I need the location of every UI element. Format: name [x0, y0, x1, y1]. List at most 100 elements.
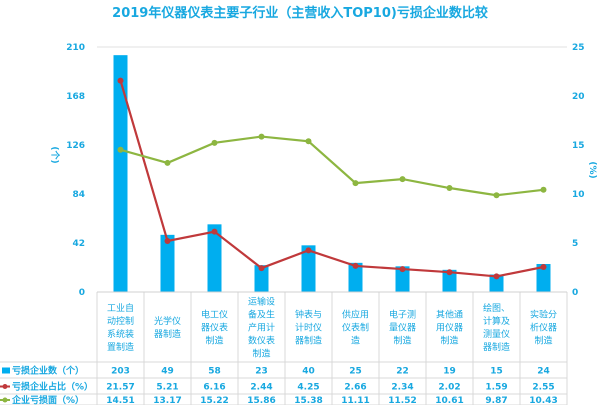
data-point	[211, 228, 218, 235]
table-cell: 11.52	[388, 396, 416, 405]
y-tick-label: 168	[66, 92, 85, 102]
category-label: 其他通	[436, 309, 463, 321]
data-point	[540, 264, 547, 271]
table-cell: 15	[490, 367, 503, 377]
category-label: 测量仪	[483, 329, 510, 340]
data-point	[352, 180, 359, 187]
category-label: 制造	[252, 348, 270, 360]
data-point	[117, 146, 124, 153]
data-point	[164, 237, 171, 244]
data-point	[211, 139, 218, 146]
table-cell: 10.43	[529, 396, 557, 405]
bar	[536, 264, 551, 292]
table-cell: 2.34	[391, 383, 413, 393]
table-cell: 2.55	[532, 383, 554, 393]
y-tick-label: 0	[79, 288, 85, 298]
bar	[442, 269, 457, 292]
table-cell: 2.66	[344, 383, 366, 393]
table-cell: 10.61	[435, 396, 463, 405]
y-tick-label: 84	[72, 190, 85, 200]
data-point	[164, 159, 171, 166]
legend-swatch-bar	[2, 367, 10, 374]
category-label: 光学仪	[154, 315, 181, 327]
category-label: 备及生	[248, 309, 275, 321]
data-point	[258, 133, 265, 140]
category-label: 造	[351, 335, 360, 347]
table-cell: 15.38	[294, 396, 322, 405]
table-cell: 11.11	[341, 396, 369, 405]
data-point	[305, 247, 312, 254]
red-series-line	[119, 80, 544, 278]
category-label: 供应用	[342, 309, 369, 321]
category-label: 制造	[205, 335, 223, 347]
table-cell: 5.21	[156, 383, 178, 393]
table-cell: 4.25	[297, 383, 319, 393]
category-label: 电子测	[389, 309, 416, 321]
bar	[348, 262, 363, 292]
data-point	[399, 176, 406, 183]
table-cell: 49	[161, 367, 174, 377]
category-label: 器制造	[295, 335, 322, 347]
chart-title: 2019年仪器仪表主要子行业（主营收入TOP10)亏损企业数比较	[112, 6, 488, 21]
category-label: 钟表与	[295, 309, 322, 321]
data-point	[258, 265, 265, 272]
table-cell: 2.02	[438, 383, 460, 393]
table-cell: 2.44	[250, 383, 272, 393]
table-cell: 24	[537, 367, 550, 377]
y2-tick-label: 15	[572, 141, 585, 151]
data-point	[493, 192, 500, 199]
table-cell: 58	[208, 367, 221, 377]
bar	[207, 224, 222, 292]
category-label: 器制造	[483, 341, 510, 353]
table-cell: 21.57	[106, 383, 134, 393]
data-point	[540, 186, 547, 193]
data-point	[305, 138, 312, 145]
table-cell: 25	[349, 367, 362, 377]
y-tick-label: 42	[72, 239, 85, 249]
category-label: 计算及	[483, 315, 510, 327]
y2-tick-label: 5	[572, 239, 578, 249]
category-label: 实验分	[530, 309, 557, 321]
y2-tick-label: 25	[572, 43, 585, 53]
category-label: 制造	[440, 335, 458, 347]
table-cell: 19	[443, 367, 456, 377]
data-point	[352, 262, 359, 269]
y2-tick-label: 20	[572, 92, 585, 102]
table-cell: 15.86	[247, 396, 275, 405]
y-axis-label: (个)	[49, 146, 61, 163]
category-label: 工业自	[107, 302, 134, 314]
legend-label: 亏损企业数（个）	[12, 365, 84, 377]
y2-tick-label: 10	[572, 190, 585, 200]
category-label: 电工仪	[201, 309, 228, 321]
table-cell: 9.87	[485, 396, 507, 405]
y-tick-label: 210	[66, 43, 85, 53]
data-point	[446, 185, 453, 192]
category-label: 析仪器	[530, 322, 557, 334]
green-series-line	[120, 135, 544, 197]
data-point	[117, 77, 124, 84]
data-point	[446, 269, 453, 276]
table-cell: 15.22	[200, 396, 228, 405]
category-label: 系统装	[107, 328, 134, 340]
legend-label: 亏损企业占比（%）	[12, 381, 93, 393]
category-label: 器制造	[154, 328, 181, 340]
table-cell: 203	[111, 367, 130, 377]
category-label: 用仪器	[436, 323, 463, 334]
bar	[113, 55, 128, 292]
category-label: 产用计	[248, 322, 275, 334]
bar	[489, 274, 504, 292]
table-cell: 14.51	[106, 396, 134, 405]
category-label: 运输设	[248, 296, 275, 308]
category-label: 数仪表	[248, 335, 275, 347]
table-cell: 40	[302, 367, 315, 377]
bar	[395, 266, 410, 292]
table-cell: 22	[396, 367, 409, 377]
y2-axis-label: (%)	[587, 161, 597, 178]
category-label: 器仪表	[201, 322, 228, 334]
data-point	[493, 273, 500, 280]
table-cell: 6.16	[203, 383, 225, 393]
legend-swatch-marker	[2, 384, 8, 389]
bar	[254, 265, 269, 292]
table-cell: 1.59	[485, 383, 507, 393]
category-label: 计时仪	[295, 322, 322, 334]
